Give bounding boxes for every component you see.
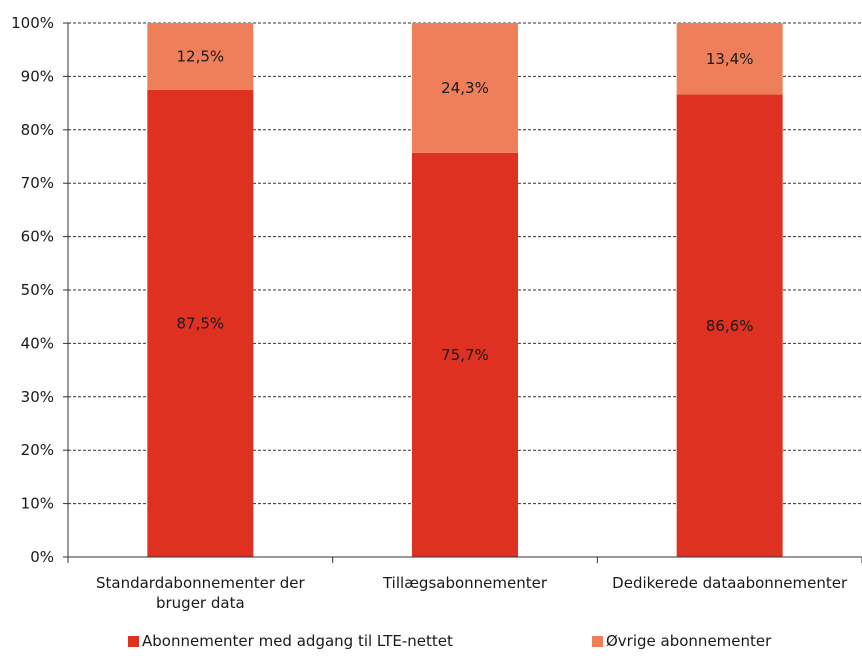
data-labels: 87,5% 12,5% 75,7% 24,3% 86,6% 13,4% [177,47,754,364]
legend-item-oevrige: Øvrige abonnementer [592,632,771,650]
bar-segment [676,94,783,557]
data-label: 86,6% [706,317,754,335]
y-tick-label: 60% [21,228,54,246]
axes [67,23,862,563]
y-tick-label: 80% [21,121,54,139]
bar-segment [147,23,254,90]
y-tick-label: 40% [21,334,54,352]
x-category-label: Dedikerede dataabonnementer [612,574,848,592]
y-tick-label: 20% [21,441,54,459]
bars [147,23,783,557]
bar-segment [412,23,518,153]
y-tick-label: 70% [21,174,54,192]
stacked-bar-chart: 0% 10% 20% 30% 40% 50% 60% 70% 80% 90% 100% Standa… [11,14,862,612]
data-label: 24,3% [441,79,489,97]
y-axis-tick-labels: 0% 10% 20% 30% 40% 50% 60% 70% 80% 90% 100% [11,14,54,566]
data-label: 12,5% [177,47,225,65]
legend-label-lte: Abonnementer med adgang til LTE-nettet [142,632,453,650]
y-tick-label: 30% [21,388,54,406]
y-tick-label: 10% [21,495,54,513]
bar-segment [147,89,254,557]
data-label: 13,4% [706,50,754,68]
y-tick-label: 50% [21,281,54,299]
x-category-label: Standardabonnementer der bruger data [96,574,306,612]
legend-item-lte: Abonnementer med adgang til LTE-nettet [128,632,453,650]
y-tick-label: 90% [21,67,54,85]
x-category-label: Tillægsabonnementer [382,574,548,592]
legend: Abonnementer med adgang til LTE-nettet Ø… [0,632,862,652]
y-tick-label: 0% [30,548,54,566]
legend-label-oevrige: Øvrige abonnementer [606,632,772,650]
x-axis-category-labels: Standardabonnementer der bruger data Tillæ… [96,574,848,612]
y-tick-label: 100% [11,14,54,32]
data-label: 75,7% [441,346,489,364]
bar-segment [412,152,518,557]
legend-swatch-oevrige [592,635,603,647]
legend-swatch-lte [128,635,139,647]
bar-segment [676,23,783,95]
data-label: 87,5% [177,314,225,332]
